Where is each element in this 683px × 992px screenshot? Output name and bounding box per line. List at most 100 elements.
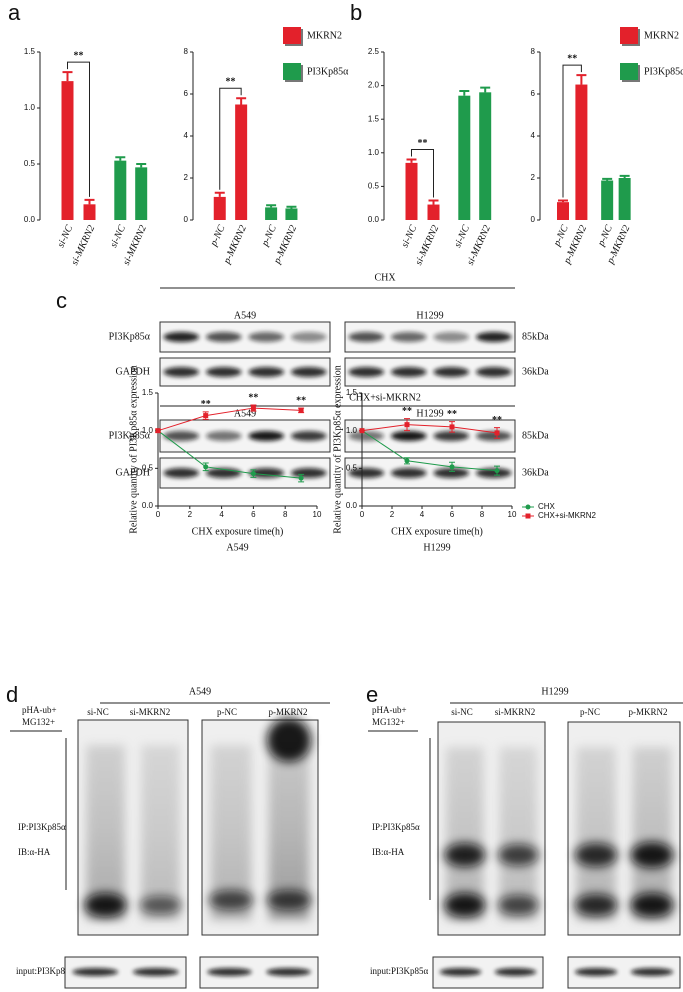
- blot-band: [390, 431, 427, 441]
- blot-band: [348, 431, 385, 441]
- x-tick-label: 10: [508, 510, 517, 519]
- blot-smear: [86, 745, 125, 920]
- legend-label: PI3Kp85α: [644, 66, 683, 77]
- x-tick-label: 0: [156, 510, 161, 519]
- blot-band: [497, 844, 539, 866]
- x-tick-label: 8: [283, 510, 288, 519]
- lane-label: si-MKRN2: [495, 707, 536, 717]
- y-tick-label: 1.0: [142, 426, 154, 435]
- x-axis-label: CHX exposure time(h): [391, 526, 483, 537]
- y-tick-label: 4: [531, 131, 536, 140]
- blot-band: [630, 893, 674, 917]
- blot-band: [433, 431, 470, 441]
- marker: [155, 428, 161, 434]
- x-tick-label: 6: [450, 510, 455, 519]
- bar: [83, 204, 96, 220]
- blot-band: [574, 894, 618, 916]
- y-tick-label: 8: [184, 47, 189, 56]
- bar: [135, 167, 148, 220]
- chart-subtitle: A549: [226, 542, 248, 553]
- blot-band: [444, 893, 486, 917]
- lane-label: si-MKRN2: [130, 707, 171, 717]
- y-tick-label: 0.5: [346, 463, 358, 472]
- marker: [449, 464, 455, 470]
- legend-label: CHX: [538, 502, 556, 511]
- cell-line-label: A549: [234, 310, 256, 321]
- blot-band: [630, 842, 674, 868]
- blot-band: [390, 332, 427, 342]
- significance-bracket: [562, 64, 582, 198]
- blot-band: [132, 968, 179, 976]
- x-tick-label: 8: [480, 510, 485, 519]
- line: [361, 430, 498, 472]
- marker: [404, 458, 410, 464]
- error-bar: [236, 97, 247, 105]
- blot-band: [248, 367, 285, 377]
- row-label: GAPDH: [116, 366, 150, 377]
- y-axis-label: Relative quantity of PI3Kp85α expression: [332, 365, 343, 534]
- ip-label: IP:PI3Kp85α: [18, 822, 66, 832]
- condition-label: pHA-ub+: [22, 705, 57, 715]
- error-bar: [576, 74, 587, 85]
- y-tick-label: 1.0: [346, 426, 358, 435]
- bar: [213, 196, 226, 220]
- blot-band: [439, 968, 482, 976]
- x-tick-label: 2: [188, 510, 193, 519]
- error-bar: [266, 204, 277, 208]
- significance-label: **: [248, 392, 258, 403]
- significance-bracket: [67, 61, 90, 197]
- bar: [575, 84, 588, 220]
- blot-band: [290, 468, 327, 478]
- marker: [298, 407, 304, 413]
- marker: [250, 471, 256, 477]
- input-label: input:PI3Kp85α: [370, 966, 429, 976]
- marker: [359, 428, 365, 434]
- blot-smear: [499, 747, 537, 920]
- blot-band: [163, 367, 200, 377]
- lane-label: si-NC: [451, 707, 473, 717]
- bar: [458, 95, 471, 220]
- significance-label: **: [201, 399, 211, 410]
- legend-swatch: [283, 27, 301, 44]
- blot-band: [290, 332, 327, 342]
- error-bar: [428, 199, 439, 205]
- cell-line-label: H1299: [416, 310, 443, 321]
- bar: [265, 207, 278, 220]
- y-tick-label: 6: [184, 89, 189, 98]
- error-bar: [619, 174, 630, 178]
- blot-band: [208, 890, 254, 910]
- cell-line-label: H1299: [541, 686, 568, 697]
- marker: [494, 430, 500, 436]
- blot-band: [205, 431, 242, 441]
- blot-band: [390, 367, 427, 377]
- ip-label: IP:PI3Kp85α: [372, 822, 420, 832]
- error-bar: [84, 198, 95, 205]
- lane-label: si-NC: [87, 707, 109, 717]
- legend-swatch: [620, 63, 638, 80]
- blot-band: [248, 332, 285, 342]
- significance-bracket: [219, 87, 242, 190]
- bar: [61, 81, 74, 221]
- marker: [404, 422, 410, 428]
- significance-label: **: [225, 76, 235, 87]
- lane-label: p-NC: [217, 707, 237, 717]
- bar: [114, 160, 127, 220]
- line: [157, 430, 302, 479]
- panel-label: c: [56, 288, 67, 313]
- y-axis-label: Relative quantity of PI3Kp85α expression: [128, 365, 139, 534]
- blot-band: [348, 332, 385, 342]
- blot-band: [475, 468, 512, 478]
- input-label: input:PI3Kp85α: [16, 966, 75, 976]
- blot-band: [139, 896, 182, 914]
- y-tick-label: 8: [531, 47, 536, 56]
- significance-label: **: [296, 395, 306, 406]
- legend-label: PI3Kp85α: [307, 66, 349, 77]
- y-tick-label: 0.0: [346, 501, 358, 510]
- bar: [618, 178, 631, 220]
- condition-label: MG132+: [372, 717, 405, 727]
- blot-band: [433, 332, 470, 342]
- marker: [494, 468, 500, 474]
- y-tick-label: 6: [531, 89, 536, 98]
- legend-label: MKRN2: [307, 30, 342, 41]
- blot-band: [348, 367, 385, 377]
